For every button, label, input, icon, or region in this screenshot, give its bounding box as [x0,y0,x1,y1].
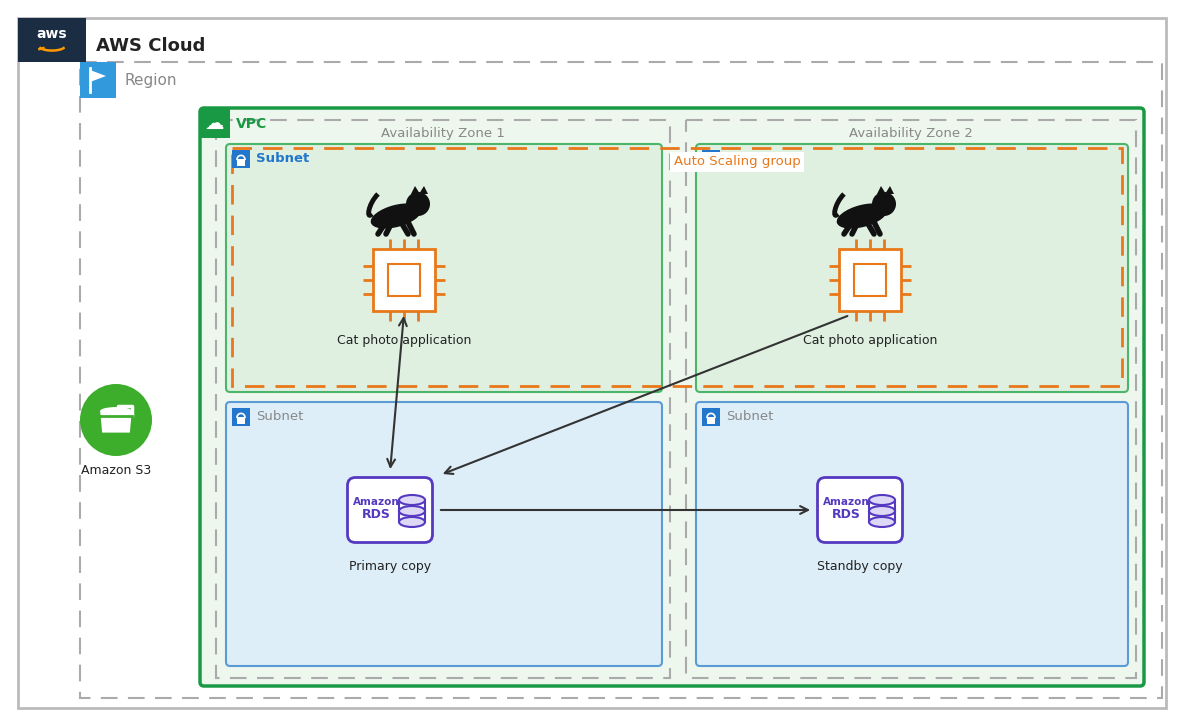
Bar [237,417,245,424]
Bar [215,120,670,678]
Text: Subnet: Subnet [256,410,303,423]
Bar [232,150,250,168]
Ellipse shape [399,517,425,527]
Bar [18,18,86,62]
Text: Standby copy: Standby copy [817,560,903,573]
FancyBboxPatch shape [200,108,1144,686]
Text: Amazon: Amazon [823,497,869,507]
Text: Amazon S3: Amazon S3 [81,464,152,477]
Ellipse shape [837,203,887,229]
Polygon shape [419,186,427,194]
Text: Availability Zone 1: Availability Zone 1 [381,128,504,141]
Text: Subnet: Subnet [726,410,773,423]
Text: Availability Zone 2: Availability Zone 2 [849,128,973,141]
Text: ☁: ☁ [205,113,225,133]
Polygon shape [884,186,894,194]
Text: Region: Region [124,73,176,88]
Bar [81,62,116,98]
FancyBboxPatch shape [347,478,432,542]
Text: Auto Scaling group: Auto Scaling group [674,155,800,168]
Polygon shape [101,411,131,433]
Text: Amazon: Amazon [353,497,399,507]
Bar [373,249,435,311]
Ellipse shape [869,506,895,516]
Text: aws: aws [37,27,67,41]
Text: RDS: RDS [831,508,861,521]
Polygon shape [411,186,420,194]
Text: Subnet: Subnet [726,152,779,166]
Bar [707,417,715,424]
Bar [81,62,1162,698]
Text: Primary copy: Primary copy [349,560,431,573]
Text: Subnet: Subnet [256,152,309,166]
Bar [702,150,720,168]
Bar [232,408,250,426]
Bar [388,264,420,296]
Ellipse shape [869,517,895,527]
Text: VPC: VPC [236,117,268,131]
Bar [854,264,886,296]
FancyBboxPatch shape [696,144,1128,392]
Bar [839,249,901,311]
Ellipse shape [399,506,425,516]
Bar [232,148,1122,386]
Ellipse shape [399,495,425,505]
Text: RDS: RDS [361,508,391,521]
Text: Cat photo application: Cat photo application [803,334,938,347]
Bar [686,120,1135,678]
Ellipse shape [101,407,131,415]
Bar [707,160,715,166]
Bar [237,160,245,166]
Circle shape [406,192,430,216]
Text: Cat photo application: Cat photo application [336,334,471,347]
Circle shape [81,384,152,456]
Ellipse shape [869,495,895,505]
FancyBboxPatch shape [226,402,662,666]
Polygon shape [877,186,886,194]
FancyBboxPatch shape [817,478,902,542]
Ellipse shape [371,203,422,229]
Text: AWS Cloud: AWS Cloud [96,37,205,55]
Bar [200,108,230,138]
FancyBboxPatch shape [696,402,1128,666]
FancyBboxPatch shape [226,144,662,392]
Polygon shape [90,70,107,82]
Bar [702,408,720,426]
Circle shape [871,192,896,216]
